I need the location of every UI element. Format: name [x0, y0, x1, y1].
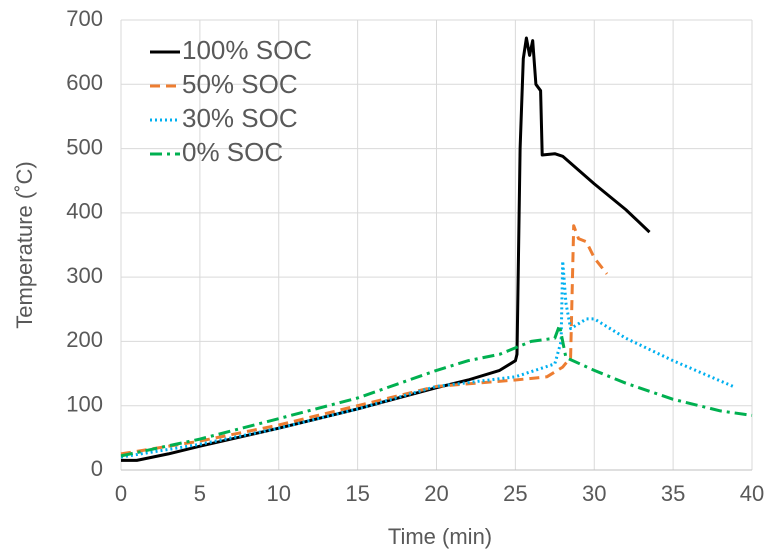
legend-label: 0% SOC — [182, 137, 283, 167]
x-tick-label: 10 — [267, 481, 291, 506]
y-tick-label: 700 — [66, 6, 103, 31]
x-tick-label: 15 — [345, 481, 369, 506]
x-tick-label: 35 — [661, 481, 685, 506]
x-tick-label: 5 — [194, 481, 206, 506]
x-tick-label: 20 — [424, 481, 448, 506]
y-axis-label: Temperature (˚C) — [12, 161, 37, 328]
legend-label: 30% SOC — [182, 103, 298, 133]
x-tick-label: 40 — [740, 481, 764, 506]
y-tick-label: 400 — [66, 199, 103, 224]
x-tick-label: 0 — [115, 481, 127, 506]
y-tick-label: 500 — [66, 134, 103, 159]
y-tick-label: 100 — [66, 392, 103, 417]
series-line — [120, 224, 609, 456]
x-tick-label: 25 — [503, 481, 527, 506]
legend-label: 100% SOC — [182, 35, 312, 65]
x-axis-label: Time (min) — [388, 524, 492, 549]
y-tick-label: 200 — [66, 327, 103, 352]
series-line — [120, 259, 734, 459]
legend-label: 50% SOC — [182, 69, 298, 99]
series-line — [120, 323, 753, 458]
y-tick-label: 300 — [66, 263, 103, 288]
x-tick-label: 30 — [582, 481, 606, 506]
y-tick-label: 0 — [91, 456, 103, 481]
y-tick-label: 600 — [66, 70, 103, 95]
